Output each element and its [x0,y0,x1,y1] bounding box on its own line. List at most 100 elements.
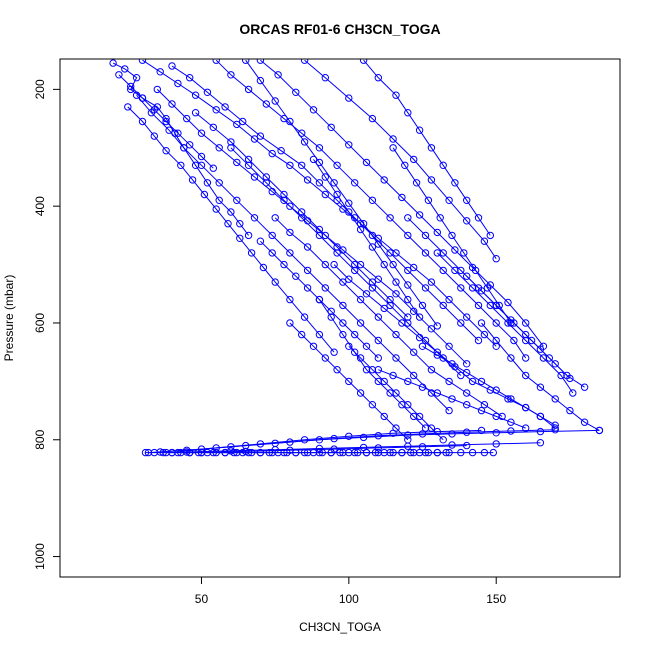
data-point [330,434,338,443]
data-point [256,237,265,245]
data-point [359,220,368,228]
series-8 [359,59,494,240]
series-1 [138,59,500,350]
data-point [374,74,382,82]
data-point [150,132,159,140]
x-tick-label: 50 [195,592,209,606]
data-point [362,158,371,167]
series-line [422,345,556,426]
data-point [410,155,418,164]
data-point [477,377,486,386]
data-point [180,144,188,152]
data-point [333,190,341,199]
data-point [274,71,282,79]
data-point [463,441,471,450]
data-point [418,443,427,451]
data-point [315,179,324,187]
data-point [392,389,400,397]
data-point [236,234,244,243]
data-point [162,147,170,155]
series-line [274,217,503,417]
data-point [277,147,285,155]
series-14 [433,249,577,397]
x-tick-label: 100 [339,592,359,606]
data-point [380,260,388,269]
data-point [404,319,412,327]
data-point [480,401,489,409]
data-point [300,59,309,64]
data-point [339,448,347,457]
data-point [191,161,200,170]
series-line [136,94,450,411]
data-point [374,448,382,457]
data-point [507,395,515,403]
data-point [421,424,430,432]
data-point [418,342,427,350]
data-point [250,173,259,181]
data-point [380,176,388,184]
data-point [330,260,338,269]
data-point [303,448,312,457]
data-point [244,161,253,170]
data-point [427,424,436,432]
data-point [327,123,335,132]
data-point [595,426,604,435]
data-point [439,354,447,362]
data-point [536,345,545,353]
series-line [466,275,571,379]
data-point [477,319,486,327]
data-point [392,290,400,298]
data-point [492,342,500,350]
data-point [203,179,212,187]
data-point [292,88,300,97]
data-point [404,109,412,117]
data-point [386,389,394,397]
data-point [359,59,368,64]
data-point [418,301,427,310]
data-point [415,313,424,321]
data-point [457,319,465,327]
data-point [351,266,359,275]
data-point [315,158,324,167]
data-point [507,354,515,362]
data-point [424,196,433,205]
data-point [415,333,424,342]
data-point [351,348,359,356]
data-point [300,436,309,444]
data-point [412,179,421,187]
data-point [209,123,218,132]
data-point [138,94,147,102]
data-point [404,231,412,240]
data-point [300,313,309,321]
series-line [318,299,426,429]
data-point [492,336,500,345]
data-point [298,208,306,216]
data-point [421,448,430,457]
data-point [209,164,218,172]
data-point [507,418,515,426]
data-point [468,448,477,457]
data-point [244,448,253,457]
data-point [300,138,309,146]
x-axis-label: CH3CN_TOGA [299,620,381,634]
data-point [333,161,341,170]
data-point [415,211,424,219]
data-point [436,214,444,222]
data-point [236,220,244,228]
data-point [345,141,353,149]
x-tick-label: 150 [486,592,506,606]
data-point [463,401,471,409]
data-point [374,366,382,374]
data-point [451,179,459,187]
data-point [374,354,382,362]
data-point [522,371,530,380]
data-point [321,190,329,199]
data-point [333,366,341,374]
data-point [536,427,545,436]
data-point [448,430,456,438]
data-point [271,97,279,105]
data-point [380,412,388,421]
data-point [404,442,412,450]
data-point [186,74,194,82]
data-point [527,336,536,345]
